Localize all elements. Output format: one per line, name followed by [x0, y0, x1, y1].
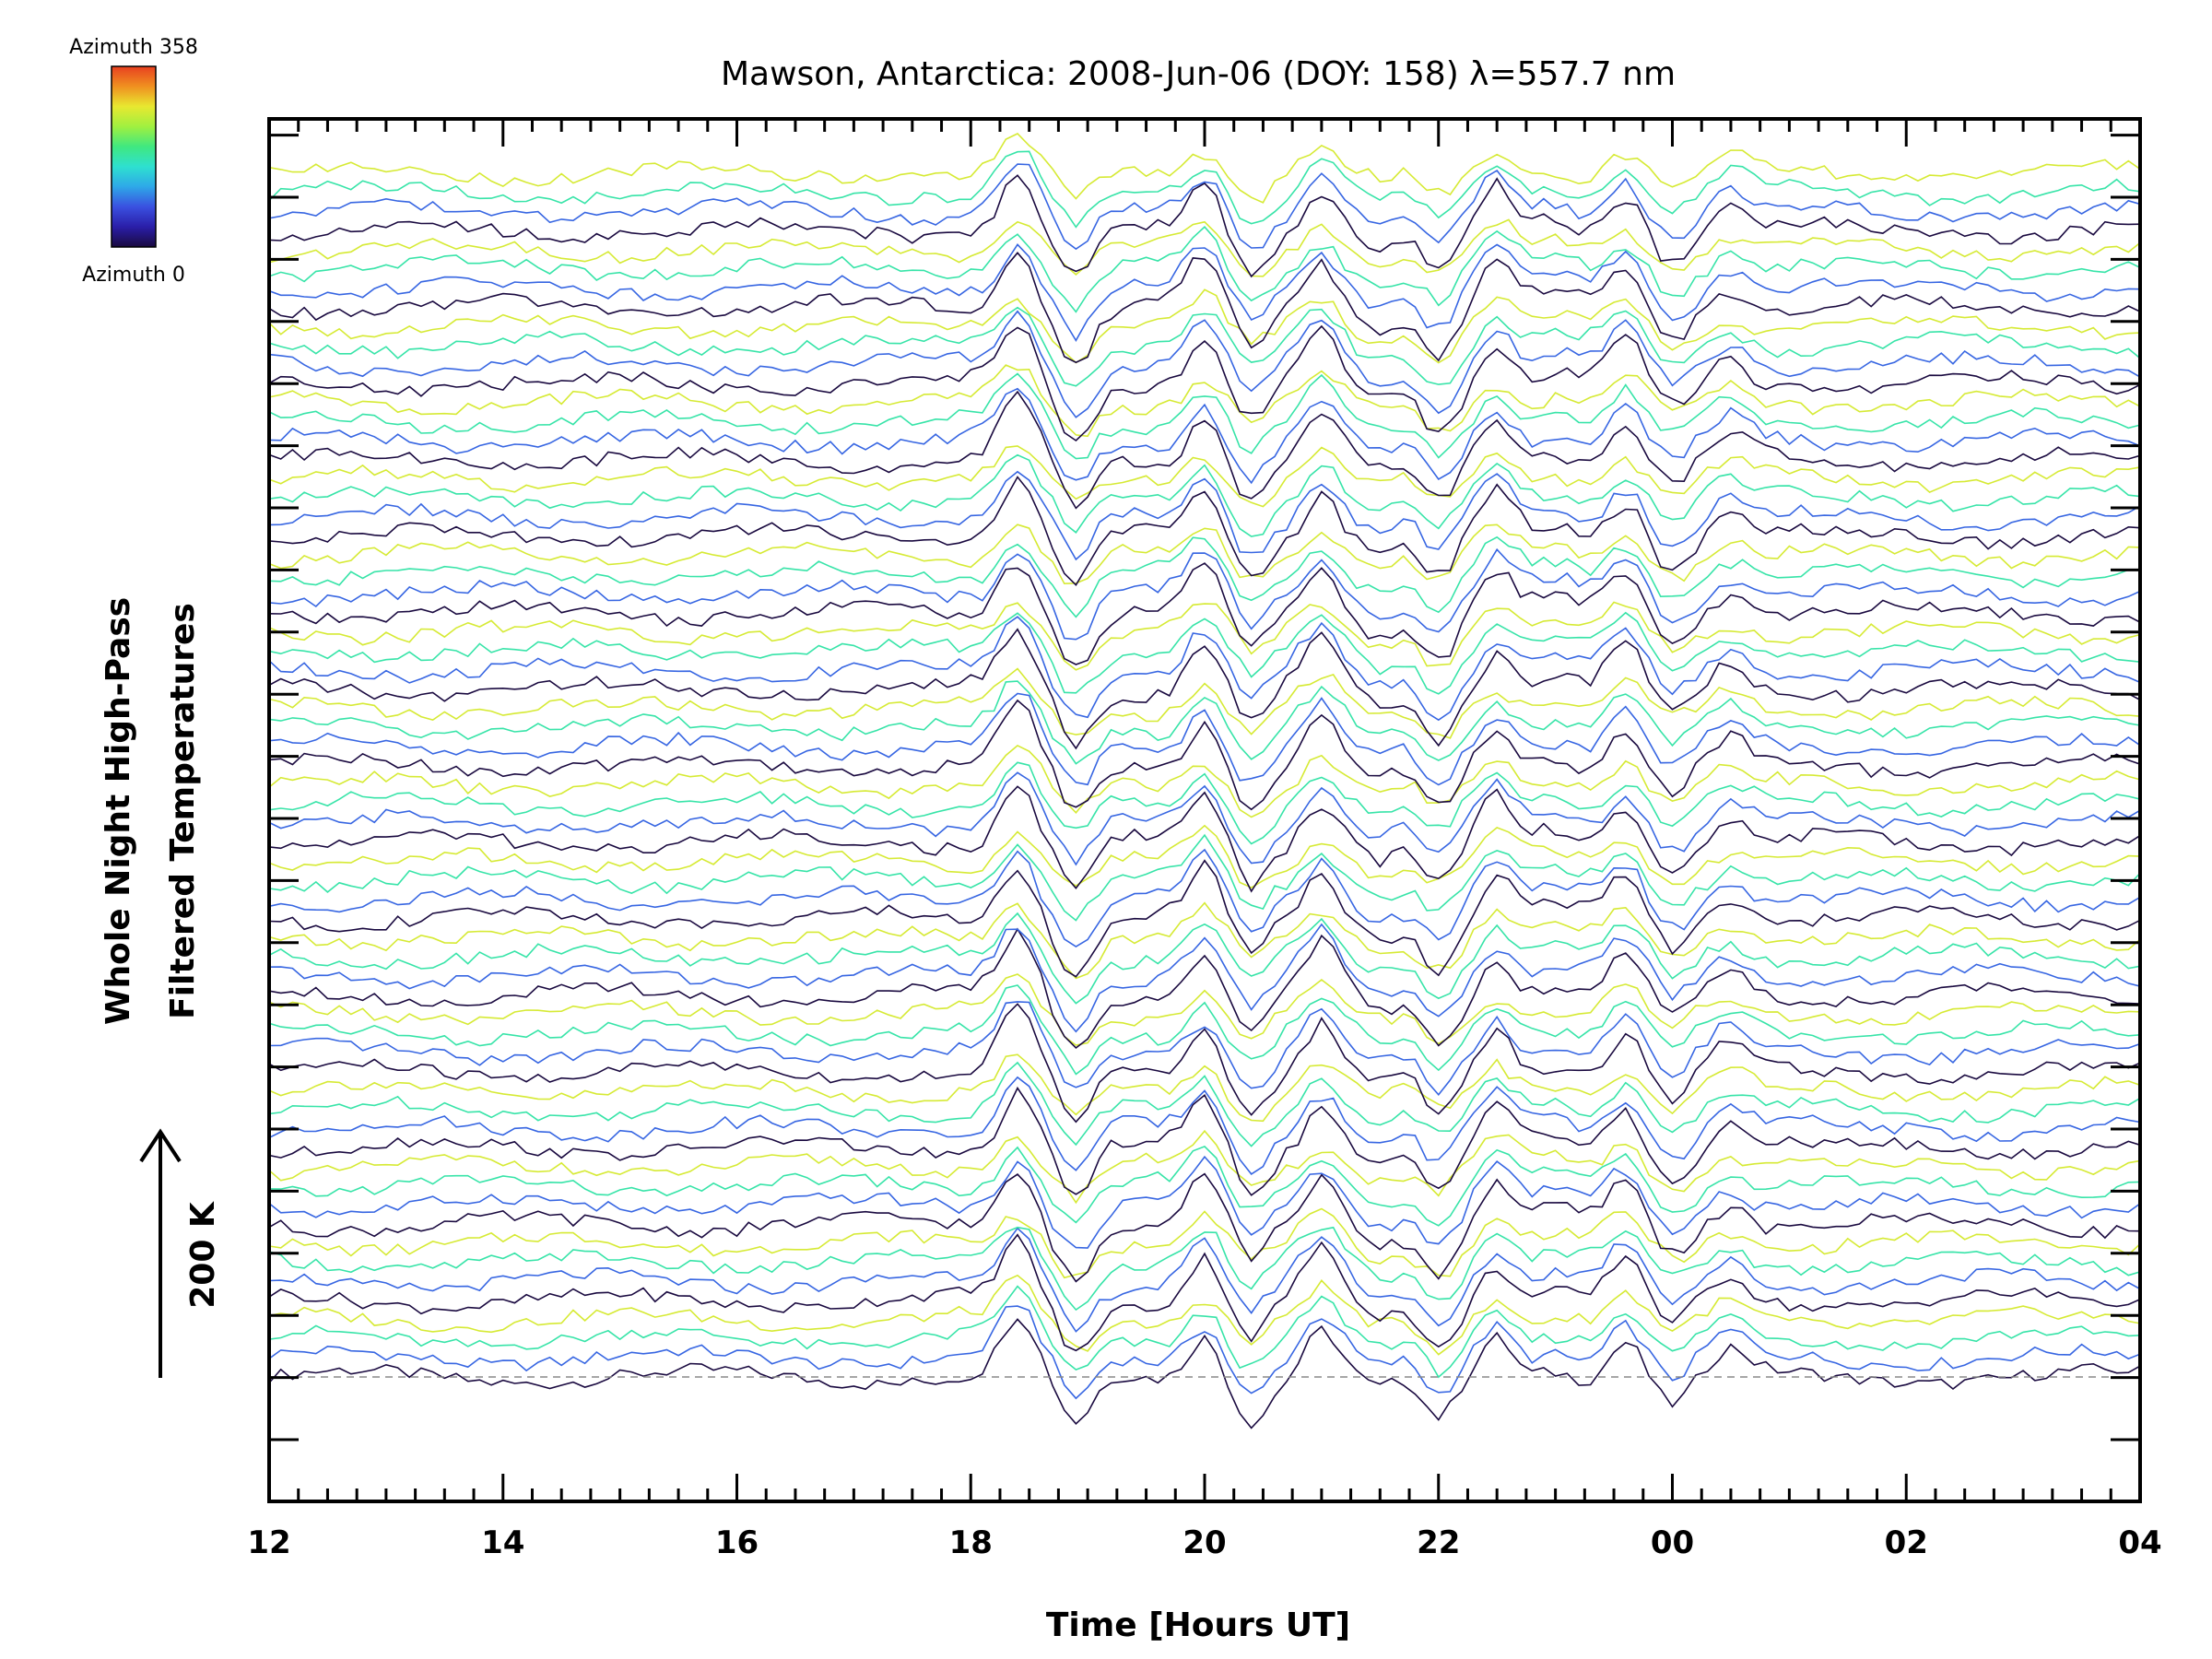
series-line	[269, 1305, 2140, 1400]
series-line	[269, 535, 2140, 618]
colorbar-bar	[111, 65, 157, 248]
series-line	[269, 1053, 2140, 1123]
series-line	[269, 912, 2140, 1005]
series-line	[269, 1001, 2140, 1097]
x-tick-label: 04	[2118, 1524, 2161, 1561]
series-line	[269, 390, 2140, 510]
series-line	[269, 973, 2140, 1046]
series-lines	[269, 133, 2140, 1430]
series-line	[269, 833, 2140, 922]
series-line	[269, 387, 2140, 485]
series-line	[269, 1155, 2140, 1249]
series-line	[269, 601, 2140, 671]
series-line	[269, 680, 2140, 765]
series-line	[269, 1086, 2140, 1196]
colorbar-top-label: Azimuth 358	[69, 36, 198, 59]
series-line	[269, 1285, 2140, 1379]
series-line	[269, 163, 2140, 251]
series-line	[269, 1207, 2140, 1279]
series-line	[269, 667, 2140, 739]
x-tick-label: 22	[1417, 1524, 1460, 1561]
series-line	[269, 288, 2140, 364]
series-line	[269, 1061, 2140, 1147]
series-line	[269, 927, 2140, 1050]
series-line	[269, 306, 2140, 387]
series-line	[269, 310, 2140, 418]
series-line	[269, 901, 2140, 980]
x-tick-label: 16	[715, 1524, 759, 1561]
series-line	[269, 824, 2140, 889]
series-line	[269, 744, 2140, 818]
series-line	[269, 848, 2140, 948]
series-line	[269, 699, 2140, 811]
series-line	[269, 923, 2140, 1033]
scale-bar-label: 200 K	[184, 1201, 222, 1309]
x-tick-label: 00	[1651, 1524, 1694, 1561]
series-line	[269, 984, 2140, 1076]
series-line	[269, 1003, 2140, 1124]
series-line	[269, 692, 2140, 786]
series-line	[269, 1227, 2140, 1333]
series-line	[269, 761, 2140, 845]
axis-ticks	[267, 119, 2142, 1501]
series-line	[269, 1129, 2140, 1205]
series-line	[269, 218, 2140, 277]
x-tick-label: 18	[949, 1524, 993, 1561]
series-line	[269, 785, 2140, 893]
series-line	[269, 1076, 2140, 1175]
series-line	[269, 524, 2140, 585]
series-line	[269, 453, 2140, 537]
colorbar-bottom-label: Azimuth 0	[82, 264, 185, 287]
series-line	[269, 562, 2140, 665]
series-line	[269, 1145, 2140, 1227]
series-line	[269, 445, 2140, 508]
x-tick-label: 12	[247, 1524, 290, 1561]
series-line	[269, 611, 2140, 695]
series-line	[269, 1233, 2140, 1352]
series-line	[269, 628, 2140, 750]
x-tick-label: 14	[481, 1524, 524, 1561]
series-line	[269, 324, 2140, 442]
x-tick-label: 20	[1182, 1524, 1226, 1561]
series-line	[269, 133, 2140, 204]
y-axis-label-line2: Filtered Temperatures	[164, 603, 202, 1019]
series-line	[269, 616, 2140, 722]
series-line	[269, 859, 2140, 978]
chart-title: Mawson, Antarctica: 2008-Jun-06 (DOY: 15…	[721, 55, 1676, 93]
series-line	[269, 1172, 2140, 1283]
series-line	[269, 252, 2140, 364]
series-line	[269, 150, 2140, 229]
x-tick-labels: 12 14 16 18 20 22 00 02 04	[247, 1524, 2161, 1561]
colorbar: Azimuth 358 Azimuth 0	[69, 36, 198, 287]
series-line	[269, 476, 2140, 586]
series-line	[269, 372, 2140, 460]
series-line	[269, 1274, 2140, 1356]
series-line	[269, 1226, 2140, 1312]
series-line	[269, 1318, 2140, 1430]
scale-bar: 200 K	[139, 1128, 222, 1378]
x-axis-label: Time [Hours UT]	[1046, 1606, 1350, 1644]
x-tick-label: 02	[1885, 1524, 1928, 1561]
series-line	[269, 226, 2140, 313]
scale-arrow-head	[139, 1128, 182, 1163]
series-line	[269, 174, 2140, 278]
series-line	[269, 243, 2140, 342]
series-line	[269, 470, 2140, 561]
series-line	[269, 771, 2140, 866]
y-axis-label-line1: Whole Night High-Pass	[100, 597, 137, 1025]
series-line	[269, 364, 2140, 438]
series-line	[269, 547, 2140, 641]
